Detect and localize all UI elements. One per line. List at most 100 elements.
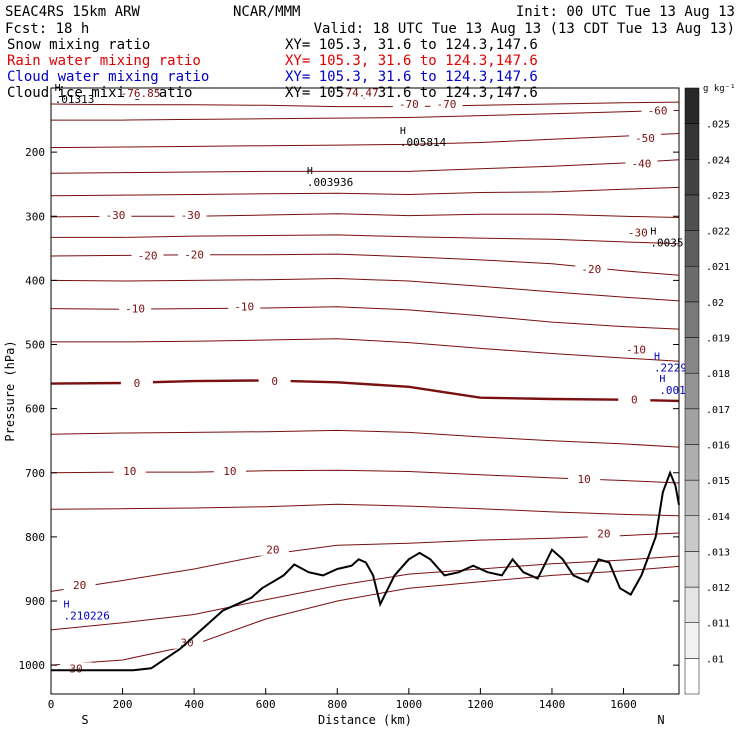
colorbar-cell <box>684 586 700 623</box>
isotherm-line <box>50 503 680 517</box>
isotherm-label: -20 <box>184 249 204 262</box>
extremum-marker-h: H <box>650 226 656 237</box>
isotherm-label: 30 <box>69 662 82 675</box>
isotherm-line <box>50 306 680 330</box>
isotherm-label: -20 <box>138 249 158 262</box>
terrain-line <box>51 470 680 672</box>
isotherm-line <box>50 186 680 197</box>
isotherm-line <box>50 429 680 448</box>
y-tick-label: 300 <box>25 210 45 223</box>
isotherm-label: -10 <box>125 303 145 316</box>
colorbar-tick-label: .01 <box>706 654 724 665</box>
isotherm-label-bg <box>124 87 157 100</box>
colorbar-cell <box>684 337 700 374</box>
isotherm-label: -40 <box>631 158 651 171</box>
isotherm-label-bg <box>119 302 152 315</box>
isotherm-label: -76.85 <box>121 87 161 100</box>
x-tick-label: 400 <box>184 698 204 711</box>
isotherm-label-bg <box>99 208 132 221</box>
isotherm-label: -10 <box>626 344 646 357</box>
isotherm-line <box>50 159 680 174</box>
isotherm-line <box>50 555 680 631</box>
extremum-value: .22295 <box>654 362 694 375</box>
isotherm-line <box>50 277 680 302</box>
extremum-marker-h: H <box>659 374 665 385</box>
isotherm-label-bg <box>131 249 164 262</box>
x-end-label-right: N <box>657 713 664 727</box>
isotherm-label-bg <box>60 662 93 675</box>
isotherm-label: 10 <box>123 465 136 478</box>
isotherm-label: -30 <box>181 209 201 222</box>
colorbar-tick-label: .024 <box>706 155 730 166</box>
colorbar: .01 .011 .012 .013 .014 .015 .016 .017 .018 .019.… <box>684 84 736 695</box>
isotherm-label: -74.47 <box>339 86 379 99</box>
isotherm-label-bg <box>629 132 662 145</box>
isotherm-line <box>50 565 680 666</box>
isotherm-label: -50 <box>635 132 655 145</box>
isotherm-label-bg <box>113 464 146 477</box>
field-label: Cloud ice mixing ratio <box>7 85 192 101</box>
colorbar-cell <box>684 444 700 481</box>
isotherm-label: 20 <box>597 528 610 541</box>
colorbar-tick-label: .011 <box>706 619 730 630</box>
extremum-value: .210226 <box>64 610 110 623</box>
model-name: SEAC4RS 15km ARW <box>5 4 140 20</box>
extremum-value: .005814 <box>400 136 447 149</box>
colorbar-cell <box>684 159 700 196</box>
x-tick-label: 0 <box>48 698 55 711</box>
extremum-marker-h: H <box>64 600 70 611</box>
y-tick-label: 800 <box>25 531 45 544</box>
colorbar-cell <box>684 551 700 588</box>
field-label: Cloud water mixing ratio <box>7 69 209 85</box>
colorbar-cell <box>684 658 700 695</box>
isotherm-line <box>50 379 680 403</box>
x-tick-label: 1000 <box>396 698 423 711</box>
x-tick-label: 800 <box>327 698 347 711</box>
plot-area: -76.85 -74.47 -70 -70 -60 -50 -40 -30 -30 -30 -20 -… <box>50 83 694 675</box>
colorbar-cell <box>684 123 700 160</box>
extremum-value: .003936 <box>307 176 353 189</box>
field-xy: XY= 105.3, 31.6 to 124.3,147.6 <box>285 69 538 85</box>
isotherm-label: 0 <box>134 377 141 390</box>
colorbar-cell <box>684 515 700 552</box>
isotherm-label-bg <box>641 104 674 117</box>
colorbar-tick-label: .013 <box>706 547 730 558</box>
extremum-value: .01313 <box>55 93 95 106</box>
colorbar-tick-label: .021 <box>706 262 730 273</box>
isotherm-label-bg <box>213 464 246 477</box>
forecast-hour: Fcst: 18 h <box>5 21 89 37</box>
colorbar-cell <box>684 87 700 124</box>
isotherm-label-bg <box>228 300 261 313</box>
isotherm-labels: -76.85 -74.47 -70 -70 -60 -50 -40 -30 -30 -30 -20 -… <box>60 86 674 675</box>
isotherm-label-bg <box>342 86 375 99</box>
y-tick-label: 1000 <box>19 659 46 672</box>
extremum-marker-h: H <box>307 166 313 177</box>
isotherm-label: 0 <box>631 394 638 407</box>
x-tick-label: 1600 <box>610 698 637 711</box>
x-end-label-left: S <box>81 713 88 727</box>
isotherm-label-bg <box>618 393 651 406</box>
colorbar-tick-label: .019 <box>706 334 730 345</box>
colorbar-cell <box>684 622 700 659</box>
colorbar-cell <box>684 408 700 445</box>
isotherm-label: 10 <box>578 473 591 486</box>
extremum-value: .00351 <box>650 236 690 249</box>
colorbar-tick-label: .02 <box>706 298 724 309</box>
isotherm-label: -70 <box>436 98 456 111</box>
isotherm-label-bg <box>621 226 654 239</box>
isotherm-label: 0 <box>271 375 278 388</box>
isotherm-label-bg <box>620 343 653 356</box>
colorbar-cell <box>684 265 700 303</box>
field-label: Snow mixing ratio <box>7 37 150 53</box>
colorbar-tick-label: .025 <box>706 120 730 131</box>
isotherm-label-bg <box>587 527 620 540</box>
isotherm-line <box>50 532 680 592</box>
y-tick-label: 500 <box>25 339 45 352</box>
extremum-marker-h: H <box>654 352 660 363</box>
terrain <box>51 470 680 672</box>
isotherm-label-bg <box>625 157 658 170</box>
colorbar-tick-label: .017 <box>706 405 730 416</box>
colorbar-tick-label: .015 <box>706 476 730 487</box>
field-label: Rain water mixing ratio <box>7 53 201 69</box>
